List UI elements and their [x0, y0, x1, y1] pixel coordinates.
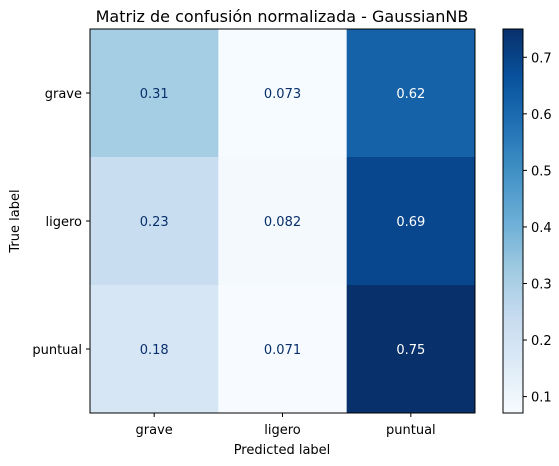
heatmap-cells — [90, 29, 476, 414]
x-tick-label: puntual — [386, 423, 436, 438]
colorbar-tick-label: 0.5 — [531, 164, 552, 179]
cell-value-label: 0.071 — [264, 343, 301, 358]
y-axis-ticks: grave ligero puntual — [32, 87, 90, 358]
y-tick-label: puntual — [32, 343, 82, 358]
cell-value-label: 0.18 — [140, 343, 169, 358]
cell-value-label: 0.62 — [396, 87, 425, 102]
colorbar-tick-label: 0.2 — [531, 334, 552, 349]
heatmap-cell — [90, 157, 219, 286]
y-tick-label: grave — [45, 87, 82, 102]
colorbar-tick-label: 0.6 — [531, 108, 552, 123]
cell-value-label: 0.073 — [264, 87, 301, 102]
heatmap-cell — [90, 285, 219, 414]
y-tick-label: ligero — [46, 215, 83, 230]
colorbar-tick-label: 0.3 — [531, 277, 552, 292]
colorbar-tick-label: 0.1 — [531, 391, 552, 406]
heatmap-cell — [90, 29, 219, 158]
heatmap-cell — [218, 285, 348, 414]
x-axis-label: Predicted label — [234, 443, 331, 458]
colorbar-tick-label: 0.4 — [531, 221, 552, 236]
cell-value-label: 0.23 — [140, 215, 169, 230]
cell-value-label: 0.75 — [396, 343, 425, 358]
heatmap-cell — [218, 29, 348, 158]
heatmap-value-labels: 0.31 0.073 0.62 0.23 0.082 0.69 0.18 0.071 0.75 — [140, 87, 426, 358]
cell-value-label: 0.082 — [264, 215, 301, 230]
y-axis-label: True label — [8, 189, 23, 253]
colorbar-tick-label: 0.7 — [531, 51, 552, 66]
x-tick-label: grave — [136, 423, 173, 438]
x-axis-ticks: grave ligero puntual — [136, 413, 436, 438]
colorbar-ticks: 0.1 0.2 0.3 0.4 0.5 0.6 0.7 — [523, 51, 552, 406]
heatmap-cell — [346, 157, 476, 286]
cell-value-label: 0.69 — [396, 215, 425, 230]
heatmap-cell — [218, 157, 348, 286]
x-tick-label: ligero — [264, 423, 301, 438]
heatmap-cell — [346, 29, 476, 158]
cell-value-label: 0.31 — [140, 87, 169, 102]
chart-title: Matriz de confusión normalizada - Gaussi… — [96, 7, 469, 26]
heatmap-cell — [346, 285, 476, 414]
colorbar — [502, 28, 524, 414]
